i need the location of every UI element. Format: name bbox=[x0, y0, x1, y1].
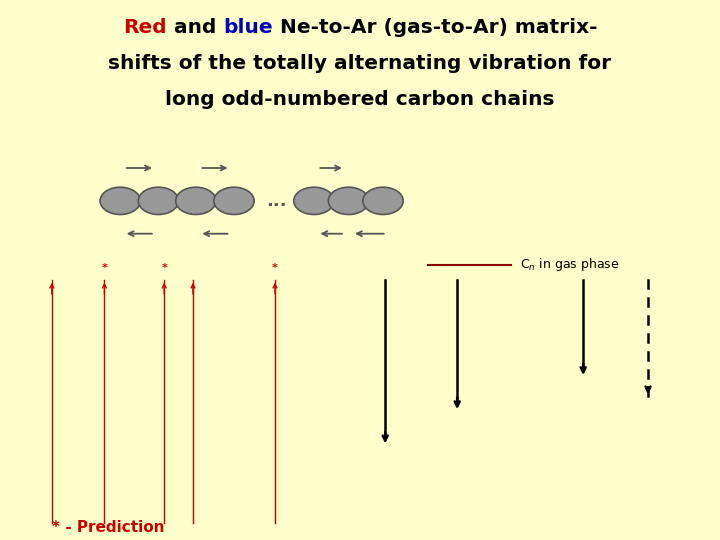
Text: and: and bbox=[166, 18, 223, 37]
Text: *: * bbox=[161, 264, 167, 273]
Text: ...: ... bbox=[266, 192, 287, 210]
Ellipse shape bbox=[176, 187, 216, 214]
Ellipse shape bbox=[214, 187, 254, 214]
Text: C$_n$ in gas phase: C$_n$ in gas phase bbox=[520, 256, 619, 273]
Text: shifts of the totally alternating vibration for: shifts of the totally alternating vibrat… bbox=[109, 54, 611, 73]
Text: long odd-numbered carbon chains: long odd-numbered carbon chains bbox=[166, 90, 554, 109]
Ellipse shape bbox=[328, 187, 369, 214]
Text: * - Prediction: * - Prediction bbox=[52, 520, 164, 535]
Text: *: * bbox=[272, 264, 278, 273]
Text: Red: Red bbox=[123, 18, 166, 37]
Ellipse shape bbox=[138, 187, 179, 214]
Ellipse shape bbox=[100, 187, 140, 214]
Ellipse shape bbox=[363, 187, 403, 214]
Text: *: * bbox=[102, 264, 107, 273]
Text: Ne-to-Ar (gas-to-Ar) matrix-: Ne-to-Ar (gas-to-Ar) matrix- bbox=[273, 18, 597, 37]
Ellipse shape bbox=[294, 187, 334, 214]
Text: blue: blue bbox=[223, 18, 273, 37]
